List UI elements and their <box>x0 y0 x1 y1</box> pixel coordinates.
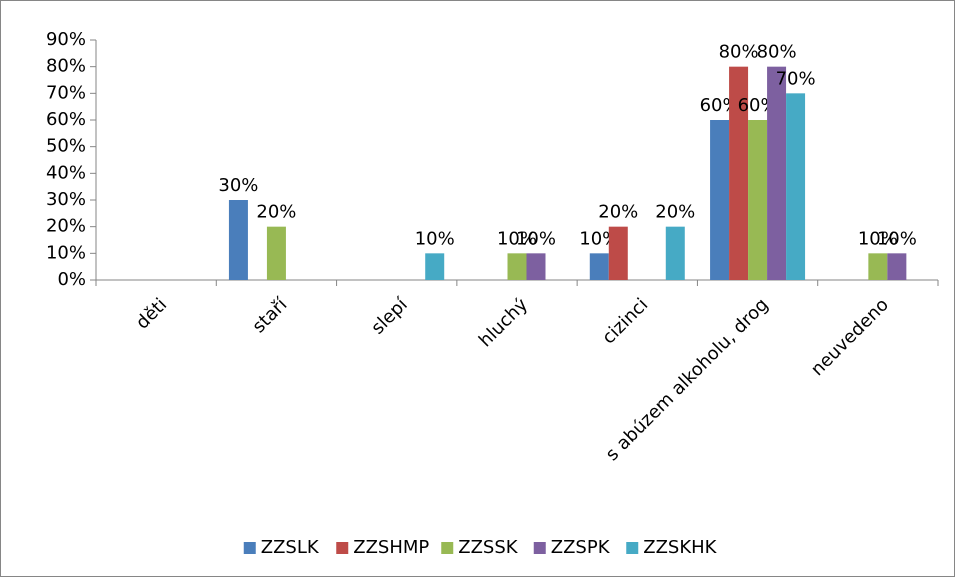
legend-swatch <box>626 542 639 554</box>
bar <box>729 66 749 281</box>
y-tick-label: 30% <box>46 189 86 210</box>
bar <box>887 253 907 280</box>
legend-swatch <box>243 542 256 554</box>
bar <box>589 253 609 280</box>
data-label: 10% <box>497 228 537 249</box>
bar <box>526 253 546 280</box>
data-label: 20% <box>655 202 695 223</box>
legend-swatch <box>336 542 349 554</box>
legend-label: ZZSKHK <box>643 537 717 558</box>
y-tick-label: 80% <box>46 56 86 77</box>
data-label: 80% <box>757 42 797 63</box>
bar <box>786 93 806 280</box>
legend-label: ZZSHMP <box>353 537 429 558</box>
data-label: 10% <box>858 228 898 249</box>
bar <box>228 200 248 280</box>
legend-label: ZZSSK <box>458 537 519 558</box>
y-tick-label: 20% <box>46 216 86 237</box>
y-tick-label: 60% <box>46 109 86 130</box>
y-tick-label: 70% <box>46 82 86 103</box>
bar <box>507 253 527 280</box>
bar <box>748 120 768 280</box>
data-label: 20% <box>598 202 638 223</box>
legend-swatch <box>441 542 454 554</box>
bar <box>665 226 685 280</box>
legend-label: ZZSPK <box>551 537 611 558</box>
bar <box>266 226 286 280</box>
bar <box>710 120 730 280</box>
data-label: 70% <box>776 68 816 89</box>
y-tick-label: 50% <box>46 136 86 157</box>
data-label: 10% <box>516 228 556 249</box>
bar <box>868 253 888 280</box>
data-label: 10% <box>415 228 455 249</box>
y-tick-label: 40% <box>46 162 86 183</box>
bar <box>608 226 628 280</box>
data-label: 80% <box>719 42 759 63</box>
data-label: 30% <box>218 175 258 196</box>
y-tick-label: 10% <box>46 242 86 263</box>
data-label: 20% <box>256 202 296 223</box>
data-label: 10% <box>877 228 917 249</box>
y-tick-label: 0% <box>57 269 86 290</box>
bar <box>425 253 445 280</box>
bar <box>767 66 787 281</box>
legend-swatch <box>533 542 546 554</box>
legend-label: ZZSLK <box>261 537 320 558</box>
y-tick-label: 90% <box>46 29 86 50</box>
